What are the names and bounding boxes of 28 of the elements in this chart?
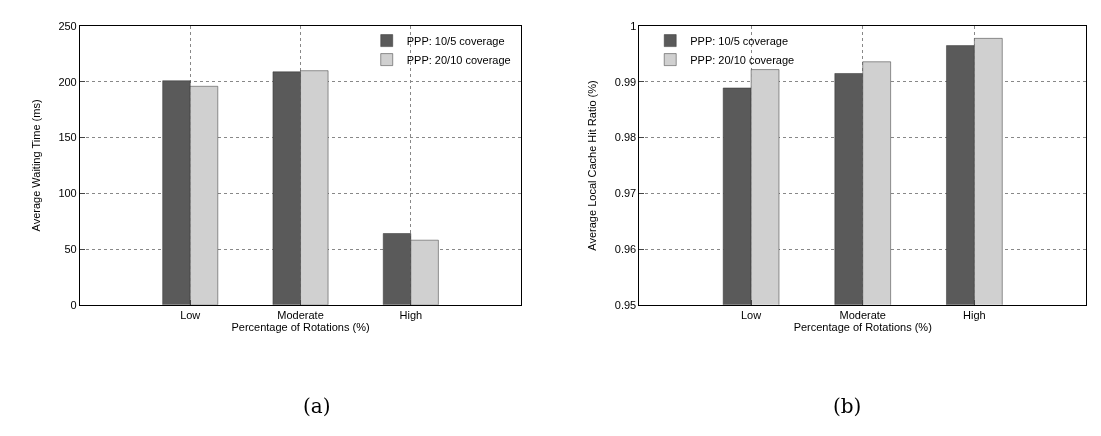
x-tick-label: High: [399, 309, 423, 322]
x-axis-title: Percentage of Rotations (%): [793, 321, 932, 334]
text: (a): [303, 394, 331, 418]
x-tick-label: Low: [741, 309, 762, 322]
legend-label: PPP: 10/5 coverage: [406, 34, 505, 47]
y-tick-label: 50: [64, 242, 77, 255]
x-tick-label: Low: [180, 309, 201, 322]
y-tick-label: 100: [58, 187, 77, 200]
y-tick-label: 150: [58, 131, 77, 144]
y-axis-title: Average Local Cache Hit Ratio (%): [586, 80, 599, 251]
y-tick-label: 1: [630, 19, 637, 32]
y-axis-title: Average Waiting Time (ms): [30, 99, 43, 232]
y-tick-label: 0: [70, 298, 77, 311]
y-tick-label: 0.99: [614, 75, 637, 88]
y-tick-label: 0.97: [614, 187, 637, 200]
text: (b): [833, 394, 862, 418]
y-tick-label: 250: [58, 19, 77, 32]
y-tick-label: 0.96: [614, 242, 637, 255]
x-tick-label: High: [963, 309, 986, 322]
legend-label: PPP: 20/10 coverage: [406, 53, 511, 66]
y-tick-label: 0.98: [614, 131, 637, 144]
legend-label: PPP: 20/10 coverage: [690, 53, 795, 66]
y-tick-label: 0.95: [614, 298, 637, 311]
x-tick-label: Moderate: [839, 309, 886, 322]
x-tick-label: Moderate: [277, 309, 324, 322]
legend-label: PPP: 10/5 coverage: [690, 34, 789, 47]
x-axis-title: Percentage of Rotations (%): [231, 321, 370, 334]
y-tick-label: 200: [58, 75, 77, 88]
